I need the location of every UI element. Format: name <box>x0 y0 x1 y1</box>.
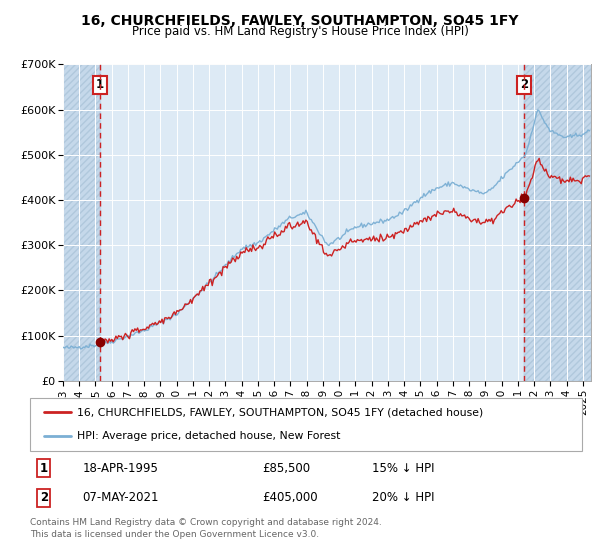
Bar <box>524 64 591 381</box>
Text: 18-APR-1995: 18-APR-1995 <box>82 462 158 475</box>
Bar <box>524 64 591 381</box>
Text: 1: 1 <box>96 78 104 91</box>
Text: 20% ↓ HPI: 20% ↓ HPI <box>372 491 435 504</box>
Text: 07-MAY-2021: 07-MAY-2021 <box>82 491 159 504</box>
Text: £85,500: £85,500 <box>262 462 310 475</box>
Text: 16, CHURCHFIELDS, FAWLEY, SOUTHAMPTON, SO45 1FY (detached house): 16, CHURCHFIELDS, FAWLEY, SOUTHAMPTON, S… <box>77 408 483 418</box>
Text: 2: 2 <box>40 491 48 504</box>
Text: 16, CHURCHFIELDS, FAWLEY, SOUTHAMPTON, SO45 1FY: 16, CHURCHFIELDS, FAWLEY, SOUTHAMPTON, S… <box>81 14 519 28</box>
Text: 2: 2 <box>520 78 528 91</box>
Text: Price paid vs. HM Land Registry's House Price Index (HPI): Price paid vs. HM Land Registry's House … <box>131 25 469 38</box>
FancyBboxPatch shape <box>30 398 582 451</box>
Bar <box>63 64 100 381</box>
Text: 1: 1 <box>40 462 48 475</box>
Text: 15% ↓ HPI: 15% ↓ HPI <box>372 462 435 475</box>
Bar <box>63 64 100 381</box>
Text: £405,000: £405,000 <box>262 491 317 504</box>
Text: Contains HM Land Registry data © Crown copyright and database right 2024.
This d: Contains HM Land Registry data © Crown c… <box>30 518 382 539</box>
Text: HPI: Average price, detached house, New Forest: HPI: Average price, detached house, New … <box>77 431 340 441</box>
